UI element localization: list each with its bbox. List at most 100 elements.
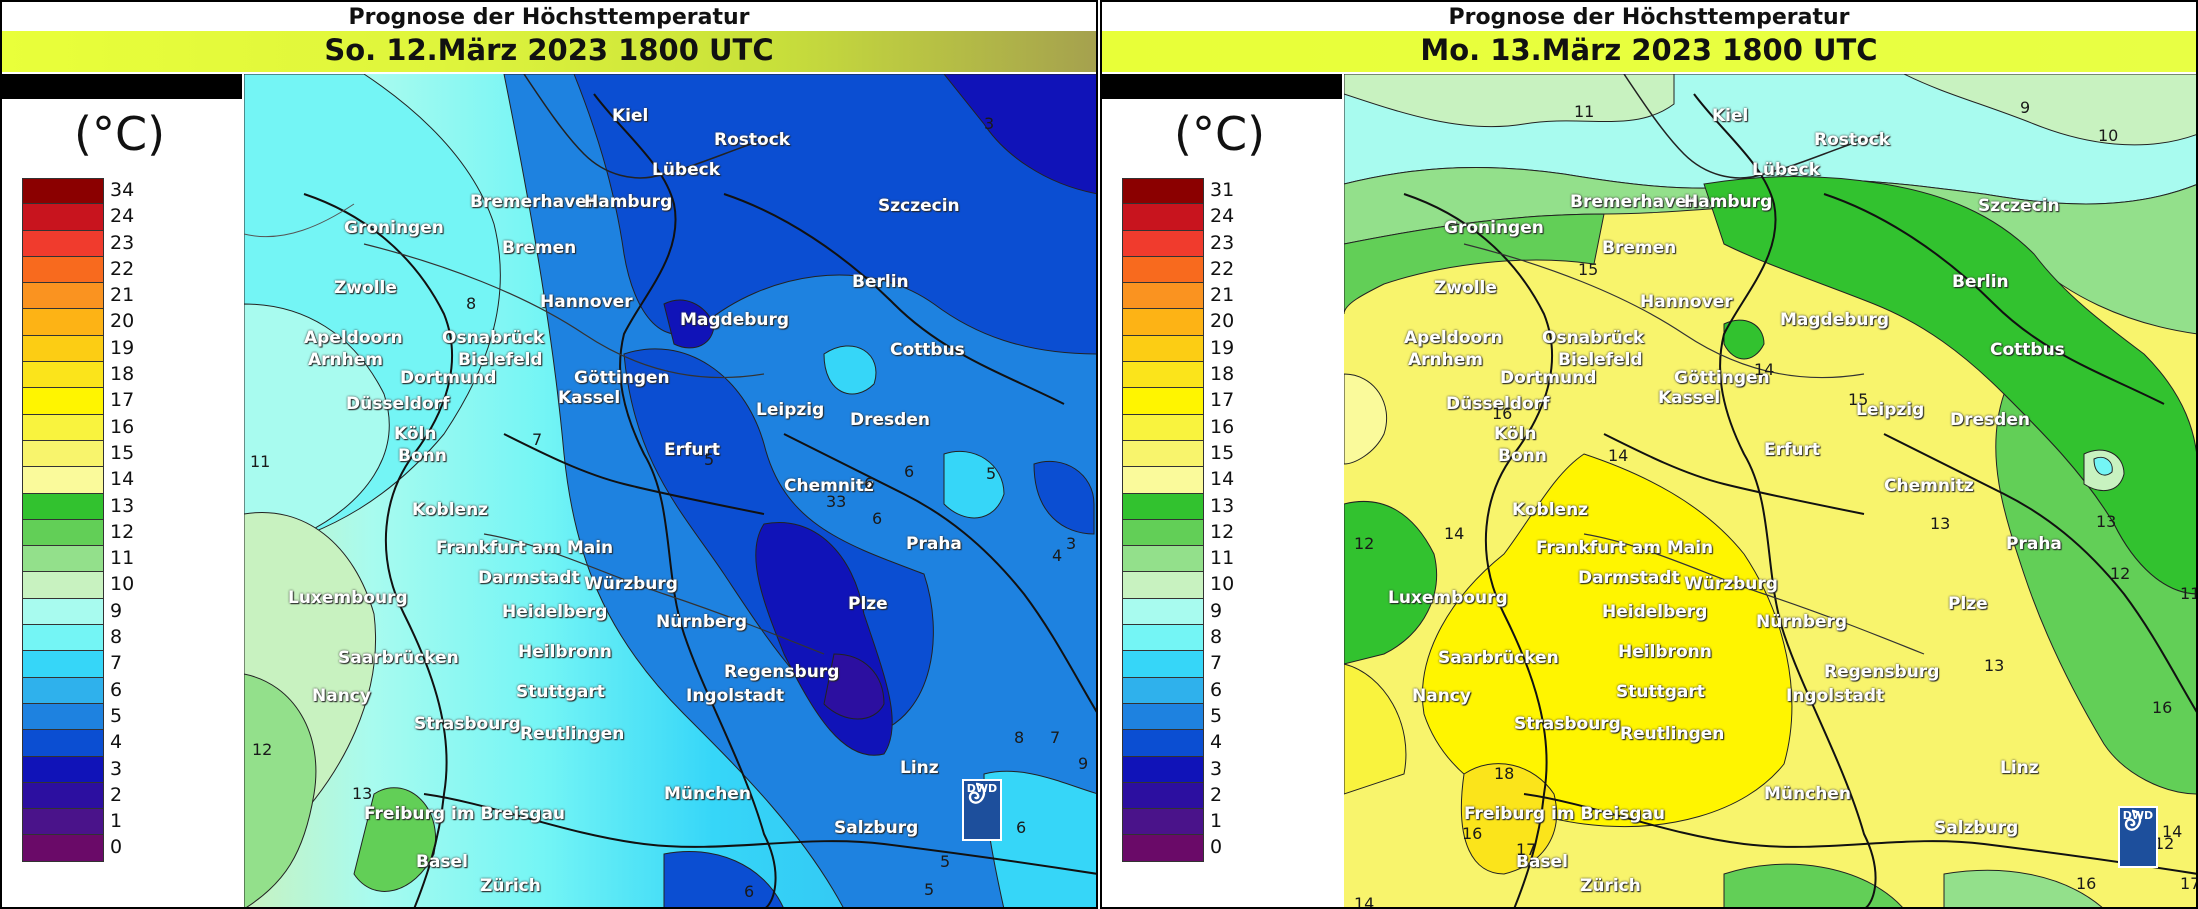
legend-label: 6 [1210, 678, 1223, 701]
legend-swatch [22, 546, 104, 573]
legend-swatch [22, 651, 104, 678]
isotherm-region [1033, 460, 1095, 535]
legend-swatch [1122, 730, 1204, 757]
legend-swatch [1122, 362, 1204, 389]
city-label: Heidelberg [502, 602, 608, 622]
city-label: Stuttgart [1616, 682, 1705, 702]
coastline [523, 74, 785, 179]
coastline [244, 203, 355, 238]
forecast-panel-sunday: Prognose der Höchsttemperatur So. 12.Mär… [0, 0, 1098, 909]
city-label: Chemnitz [784, 476, 874, 496]
isotherm-region [244, 303, 390, 545]
legend-swatch [22, 572, 104, 599]
legend-label: 20 [110, 310, 135, 333]
legend-label: 12 [110, 520, 135, 543]
isotherm-region [1344, 74, 1675, 128]
city-label: Regensburg [724, 662, 840, 682]
isotherm-region [823, 345, 877, 395]
city-label: Frankfurt am Main [1536, 538, 1714, 558]
isotherm-region [1344, 663, 1407, 795]
city-label: Koblenz [1512, 500, 1589, 520]
legend-swatch [22, 467, 104, 494]
legend-label: 21 [1210, 284, 1235, 307]
legend-label: 24 [110, 205, 135, 228]
city-label: Praha [906, 534, 962, 554]
city-label: Linz [900, 758, 939, 778]
city-label: Ingolstadt [686, 686, 785, 706]
isotherm-value-label: 11 [250, 452, 271, 471]
city-label: Freiburg im Breisgau [1464, 804, 1666, 824]
isotherm-value-label: 9 [2020, 98, 2031, 117]
legend-swatch [1122, 256, 1204, 284]
city-label: Szczecin [878, 196, 960, 216]
city-label: Bonn [398, 446, 447, 466]
legend-label: 10 [110, 573, 135, 596]
isotherm-value-label: 16 [2076, 874, 2097, 893]
isotherm-value-label: 7 [1050, 728, 1061, 747]
unit-label: (°C) [74, 107, 166, 161]
city-label: Arnhem [1408, 350, 1483, 370]
legend-label: 18 [1210, 363, 1235, 386]
legend-swatch [22, 178, 104, 205]
legend-label: 6 [110, 678, 123, 701]
city-label: Apeldoorn [1404, 328, 1503, 348]
border-line [303, 193, 453, 907]
city-label: Kiel [612, 106, 649, 126]
swirl-icon [2124, 809, 2142, 831]
isotherm-value-label: 14 [1754, 360, 1775, 379]
isotherm-value-label: 5 [704, 450, 715, 469]
legend-label: 23 [110, 231, 135, 254]
legend-swatch [1122, 309, 1204, 336]
city-label: Köln [1494, 424, 1537, 444]
legend-label: 24 [1210, 205, 1235, 228]
border-line [593, 93, 777, 907]
legend-label: 17 [1210, 389, 1235, 412]
legend-swatch [1122, 782, 1204, 810]
city-label: Freiburg im Breisgau [364, 804, 566, 824]
legend-label: 7 [110, 652, 123, 675]
legend-label: 9 [1210, 599, 1223, 622]
legend-swatch [22, 388, 104, 415]
city-label: Magdeburg [680, 310, 790, 330]
city-label: Bremerhaven [470, 192, 599, 212]
city-label: Erfurt [1764, 440, 1821, 460]
isotherm-value-label: 6 [864, 474, 875, 493]
legend-label: 22 [1210, 257, 1235, 280]
isotherm-value-label: 12 [2154, 834, 2175, 853]
legend-swatch [1122, 519, 1204, 547]
isotherm-value-label: 11 [1574, 102, 1595, 121]
city-label: Strasbourg [1514, 714, 1621, 734]
legend-label: 2 [110, 783, 123, 806]
legend-swatch [1122, 572, 1204, 599]
city-label: Osnabrück [442, 328, 545, 348]
legend-swatch [22, 730, 104, 757]
forecast-title: Prognose der Höchsttemperatur [348, 5, 750, 30]
isotherm-value-label: 6 [872, 509, 883, 528]
isotherm-region [1943, 869, 2103, 907]
isotherm-value-label: 16 [2152, 698, 2173, 717]
legend-label: 16 [1210, 415, 1235, 438]
isotherm-region [1723, 319, 1765, 360]
city-label: Chemnitz [1884, 476, 1974, 496]
city-label: Dortmund [400, 368, 497, 388]
isotherm-value-label: 14 [1608, 446, 1629, 465]
city-label: Hamburg [584, 192, 673, 212]
isotherm-value-label: 13 [1984, 656, 2005, 675]
legend-label: 14 [110, 468, 135, 491]
isotherm-region [1344, 500, 1438, 665]
legend-label: 11 [110, 547, 135, 570]
border-line [1463, 243, 1865, 379]
isotherm-value-label: 4 [1052, 546, 1063, 565]
legend-swatch [22, 362, 104, 389]
isotherm-value-label: 7 [532, 430, 543, 449]
city-label: Basel [1516, 852, 1568, 872]
isotherm-value-label: 15 [1848, 390, 1869, 409]
isotherm-region [663, 299, 715, 349]
city-label: Bremerhaven [1570, 192, 1699, 212]
isotherm-value-label: 3 [1066, 534, 1077, 553]
coastline [1623, 74, 1885, 179]
legend-label: 9 [110, 599, 123, 622]
isotherm-value-label: 17 [2180, 874, 2196, 893]
isotherm-value-label: 18 [1494, 764, 1515, 783]
legend-label: 12 [1210, 520, 1235, 543]
